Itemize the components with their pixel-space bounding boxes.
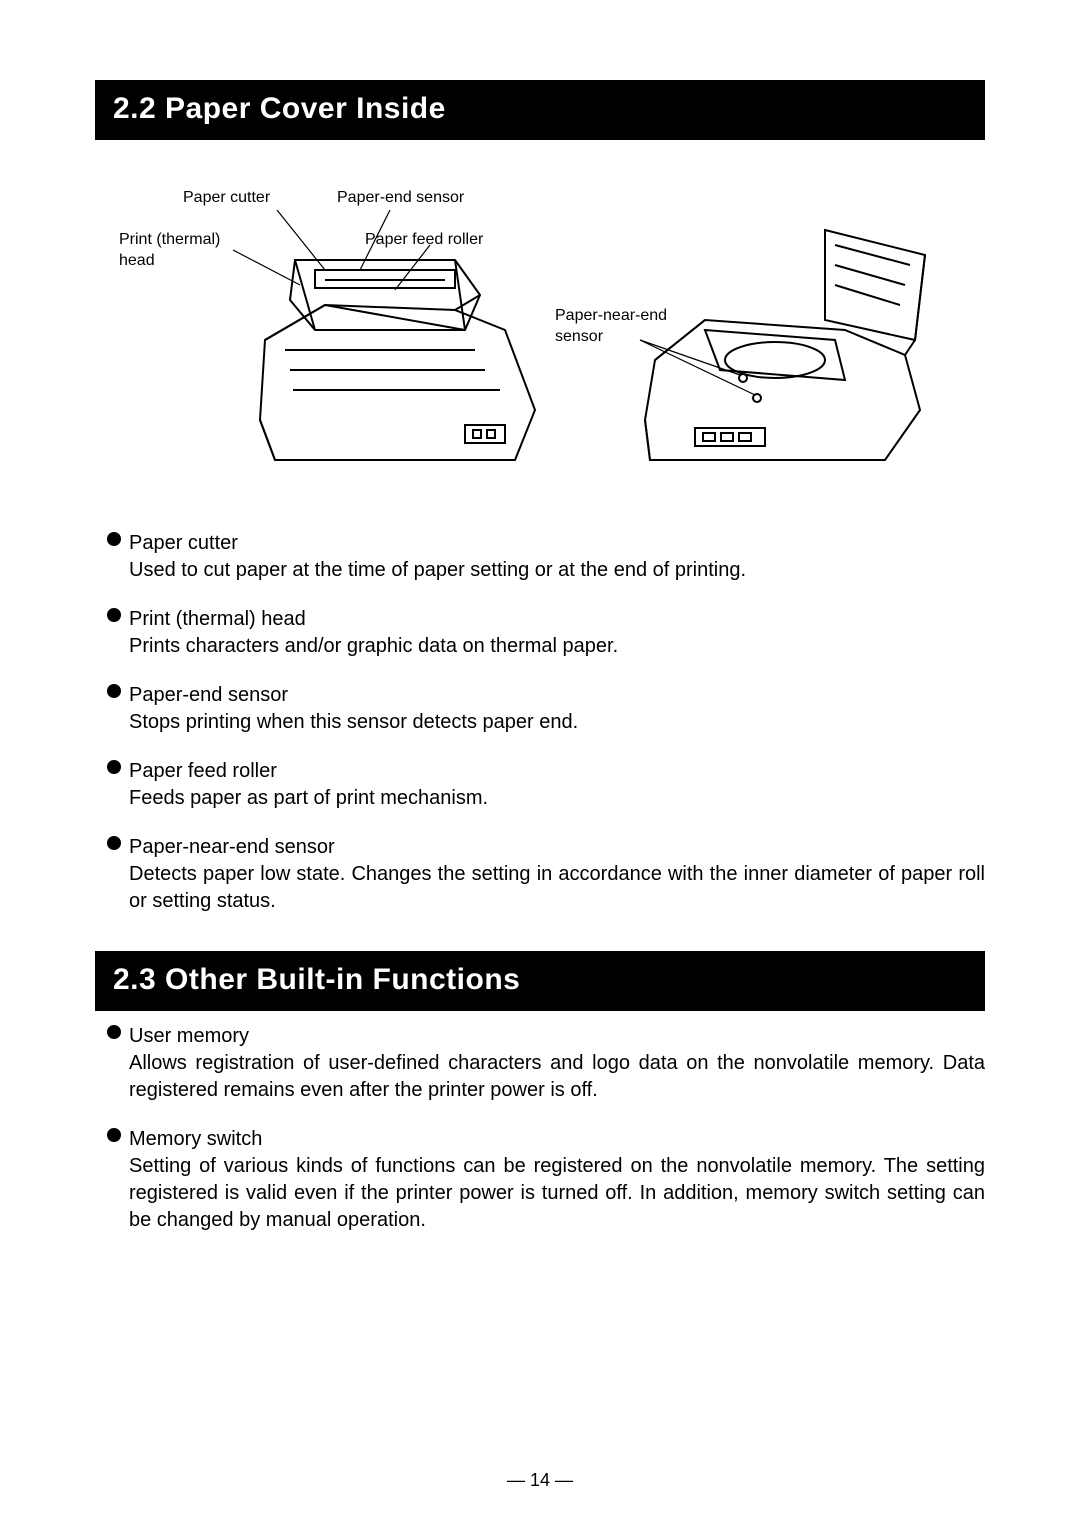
bullet-dot-icon <box>107 532 121 546</box>
bullet-desc: Prints characters and/or graphic data on… <box>129 633 985 660</box>
bullet-item-paper-feed-roller: Paper feed roller Feeds paper as part of… <box>107 758 985 812</box>
bullet-title: Paper feed roller <box>129 758 985 785</box>
page-number: — 14 — <box>0 1470 1080 1491</box>
bullet-item-user-memory: User memory Allows registration of user-… <box>107 1023 985 1104</box>
bullet-dot-icon <box>107 760 121 774</box>
section-header-2-2: 2.2 Paper Cover Inside <box>95 80 985 140</box>
bullet-dot-icon <box>107 836 121 850</box>
section-header-2-3: 2.3 Other Built-in Functions <box>95 951 985 1011</box>
bullet-desc: Setting of various kinds of functions ca… <box>129 1153 985 1234</box>
bullet-desc: Stops printing when this sensor detects … <box>129 709 985 736</box>
bullet-item-paper-cutter: Paper cutter Used to cut paper at the ti… <box>107 530 985 584</box>
bullet-dot-icon <box>107 608 121 622</box>
bullet-title: User memory <box>129 1023 985 1050</box>
bullet-title: Paper-end sensor <box>129 682 985 709</box>
bullet-desc: Used to cut paper at the time of paper s… <box>129 557 985 584</box>
bullet-item-print-head: Print (thermal) head Prints characters a… <box>107 606 985 660</box>
bullet-item-paper-near-end-sensor: Paper-near-end sensor Detects paper low … <box>107 834 985 915</box>
bullet-dot-icon <box>107 1128 121 1142</box>
label-paper-cutter: Paper cutter <box>183 188 270 209</box>
bullet-dot-icon <box>107 1025 121 1039</box>
diagram-area: Paper cutter Paper-end sensor Print (the… <box>95 180 985 500</box>
bullet-desc: Detects paper low state. Changes the set… <box>129 861 985 915</box>
printer-diagram-left <box>205 210 545 490</box>
bullet-title: Print (thermal) head <box>129 606 985 633</box>
bullet-title: Memory switch <box>129 1126 985 1153</box>
label-paper-end-sensor: Paper-end sensor <box>337 188 464 209</box>
printer-diagram-right <box>625 210 965 490</box>
bullet-list-2-3: User memory Allows registration of user-… <box>95 1023 985 1234</box>
bullet-item-memory-switch: Memory switch Setting of various kinds o… <box>107 1126 985 1234</box>
bullet-list-2-2: Paper cutter Used to cut paper at the ti… <box>95 530 985 915</box>
bullet-title: Paper-near-end sensor <box>129 834 985 861</box>
bullet-dot-icon <box>107 684 121 698</box>
bullet-desc: Allows registration of user-defined char… <box>129 1050 985 1104</box>
bullet-title: Paper cutter <box>129 530 985 557</box>
bullet-item-paper-end-sensor: Paper-end sensor Stops printing when thi… <box>107 682 985 736</box>
bullet-desc: Feeds paper as part of print mechanism. <box>129 785 985 812</box>
